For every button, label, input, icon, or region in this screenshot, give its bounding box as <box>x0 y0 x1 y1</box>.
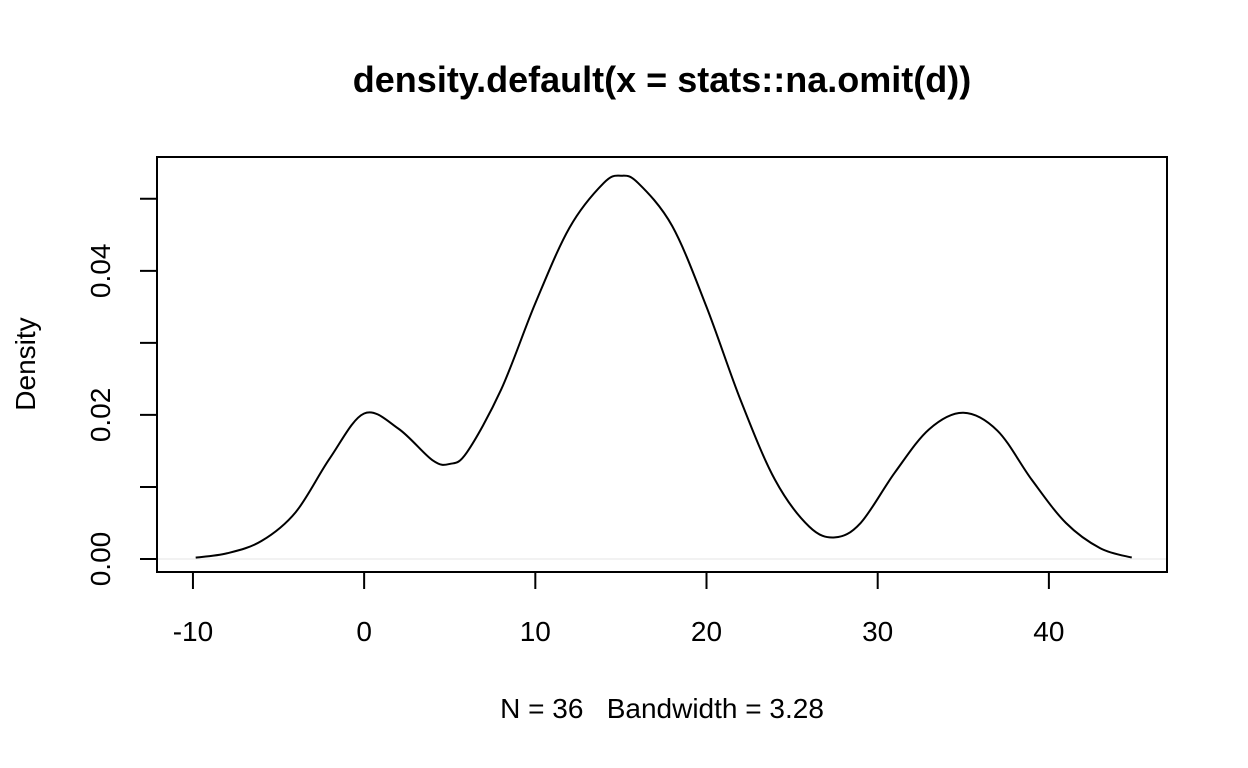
chart-title: density.default(x = stats::na.omit(d)) <box>353 59 971 100</box>
x-tick-label: 20 <box>691 616 722 647</box>
x-axis: -10 0 10 20 30 40 <box>173 571 1064 647</box>
density-curve <box>195 174 1133 559</box>
plot-frame <box>156 156 1168 573</box>
y-tick-label: 0.02 <box>85 388 116 443</box>
x-tick-label: 40 <box>1033 616 1064 647</box>
x-axis-label: N = 36 Bandwidth = 3.28 <box>500 693 824 724</box>
x-tick-label: 0 <box>356 616 372 647</box>
y-axis-label: Density <box>10 317 41 410</box>
y-tick-label: 0.00 <box>85 532 116 587</box>
x-tick-label: -10 <box>173 616 213 647</box>
y-axis: 0.00 0.02 0.04 <box>85 197 158 587</box>
x-tick-label: 10 <box>520 616 551 647</box>
x-tick-label: 30 <box>862 616 893 647</box>
y-tick-label: 0.04 <box>85 244 116 299</box>
